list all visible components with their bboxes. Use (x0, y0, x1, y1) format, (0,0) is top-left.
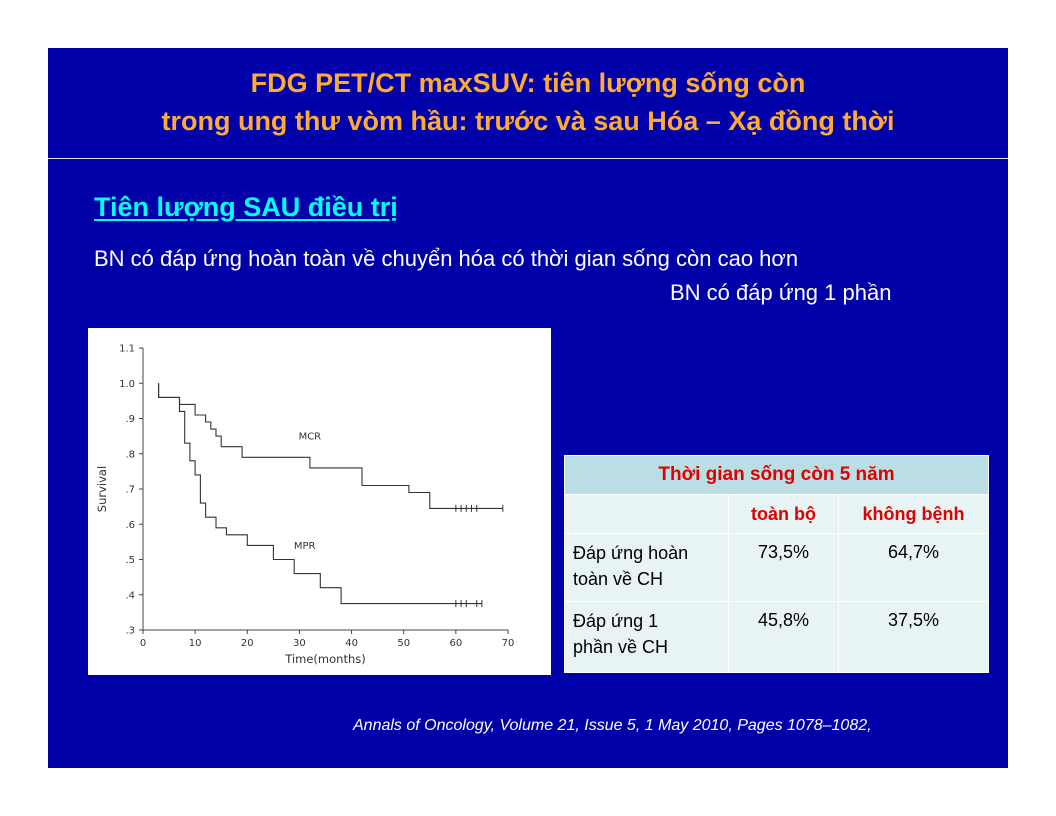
y-tick-label: .6 (125, 520, 135, 531)
section-subheading: Tiên lượng SAU điều trị (94, 192, 398, 222)
y-axis-label: Survival (95, 466, 109, 512)
y-tick-label: 1.0 (119, 379, 135, 390)
x-tick-label: 10 (189, 638, 202, 649)
x-tick-label: 30 (293, 638, 306, 649)
x-tick-label: 20 (241, 638, 254, 649)
y-tick-label: 1.1 (119, 344, 135, 355)
x-tick-label: 70 (502, 638, 515, 649)
x-tick-label: 60 (449, 638, 462, 649)
table-cell: 73,5% (728, 533, 839, 602)
x-tick-label: 0 (140, 638, 146, 649)
row-label-line: Đáp ứng 1 (573, 610, 659, 631)
slide-title: FDG PET/CT maxSUV: tiên lượng sống còn t… (48, 64, 1008, 140)
row-label-line: phần về CH (573, 636, 669, 657)
table-row-label: Đáp ứng hoàn toàn về CH (564, 533, 729, 602)
body-text-line-1: BN có đáp ứng hoàn toàn về chuyển hóa có… (94, 246, 799, 271)
table-cell: 45,8% (728, 600, 839, 674)
table-cell: 64,7% (837, 533, 990, 602)
citation: Annals of Oncology, Volume 21, Issue 5, … (353, 717, 872, 734)
series-label-mpr: MPR (294, 541, 316, 552)
table-header-empty (564, 494, 729, 535)
table-header-disease-free: không bệnh (837, 494, 990, 535)
table-row-label: Đáp ứng 1 phần về CH (564, 600, 729, 674)
slide: FDG PET/CT maxSUV: tiên lượng sống còn t… (48, 48, 1008, 768)
y-tick-label: .9 (125, 414, 135, 425)
table-title: Thời gian sống còn 5 năm (563, 454, 990, 496)
y-tick-label: .8 (125, 449, 135, 460)
y-tick-label: .4 (125, 590, 135, 601)
row-label-line: Đáp ứng hoàn (573, 543, 689, 564)
table-header-overall: toàn bộ (728, 494, 839, 535)
x-tick-label: 40 (345, 638, 358, 649)
x-axis-label: Time(months) (284, 652, 365, 666)
y-tick-label: .3 (125, 626, 135, 637)
y-tick-label: .5 (125, 555, 135, 566)
survival-chart-panel: 1.1 1.0 .9 .8 .7 .6 .5 .4 .3 0 10 20 30 40 50 60 70 Time(… (88, 328, 551, 675)
survival-table: Thời gian sống còn 5 năm toàn bộ không b… (563, 454, 990, 674)
kaplan-meier-chart: 1.1 1.0 .9 .8 .7 .6 .5 .4 .3 0 10 20 30 40 50 60 70 Time(… (95, 344, 515, 667)
body-text-line-2: BN có đáp ứng 1 phần (670, 280, 892, 305)
row-label-line: toàn về CH (573, 569, 664, 590)
title-line-2: trong ung thư vòm hầu: trước và sau Hóa … (161, 106, 895, 136)
table-cell: 37,5% (837, 600, 990, 674)
y-tick-label: .7 (125, 485, 135, 496)
series-label-mcr: MCR (299, 432, 322, 443)
title-divider (48, 158, 1008, 159)
x-tick-label: 50 (397, 638, 410, 649)
series-line-mpr (158, 383, 482, 605)
series-line-mcr (158, 383, 503, 509)
title-line-1: FDG PET/CT maxSUV: tiên lượng sống còn (250, 68, 806, 98)
